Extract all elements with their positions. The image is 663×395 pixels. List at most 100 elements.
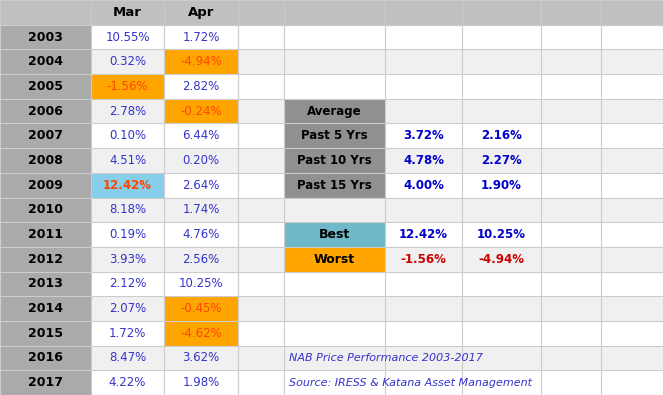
Bar [238, 49, 284, 74]
Text: -1.56%: -1.56% [107, 80, 149, 93]
Bar [91, 371, 164, 395]
Bar [541, 74, 601, 99]
Bar [91, 99, 164, 123]
Bar [238, 74, 284, 99]
Text: 2.16%: 2.16% [481, 129, 522, 142]
Bar [284, 173, 385, 198]
Bar [284, 49, 385, 74]
Text: 2017: 2017 [28, 376, 63, 389]
Bar [541, 49, 601, 74]
Text: 4.22%: 4.22% [109, 376, 146, 389]
Bar [462, 0, 541, 24]
Bar [541, 148, 601, 173]
Bar [601, 49, 663, 74]
Bar [601, 272, 663, 296]
Bar [0, 99, 91, 123]
Bar [541, 272, 601, 296]
Bar [541, 24, 601, 49]
Bar [0, 0, 238, 24]
Bar [238, 99, 284, 123]
Text: 3.62%: 3.62% [182, 352, 219, 365]
Bar [164, 346, 238, 371]
Text: 2.82%: 2.82% [182, 80, 219, 93]
Text: -0.45%: -0.45% [180, 302, 221, 315]
Bar [541, 222, 601, 247]
Bar [385, 24, 462, 49]
Bar [541, 123, 601, 148]
Bar [462, 247, 541, 272]
Bar [284, 247, 385, 272]
Bar [385, 148, 462, 173]
Bar [164, 198, 238, 222]
Bar [462, 222, 541, 247]
Bar [238, 346, 284, 371]
Bar [164, 247, 238, 272]
Bar [91, 346, 164, 371]
Text: Best: Best [319, 228, 350, 241]
Bar [541, 346, 601, 371]
Bar [601, 173, 663, 198]
Text: 2003: 2003 [28, 30, 63, 43]
Bar [284, 148, 385, 173]
Bar [601, 296, 663, 321]
Text: 10.55%: 10.55% [105, 30, 150, 43]
Text: -4.62%: -4.62% [180, 327, 222, 340]
Bar [164, 123, 238, 148]
Bar [91, 173, 164, 198]
Bar [284, 272, 385, 296]
Bar [284, 371, 385, 395]
Text: 1.98%: 1.98% [182, 376, 219, 389]
Bar [601, 99, 663, 123]
Bar [541, 296, 601, 321]
Text: 12.42%: 12.42% [399, 228, 448, 241]
Bar [462, 321, 541, 346]
Bar [284, 0, 385, 24]
Text: Past 10 Yrs: Past 10 Yrs [297, 154, 372, 167]
Text: 2009: 2009 [28, 179, 63, 192]
Text: Past 15 Yrs: Past 15 Yrs [297, 179, 372, 192]
Text: 10.25%: 10.25% [477, 228, 526, 241]
Text: Average: Average [307, 105, 362, 118]
Bar [541, 173, 601, 198]
Bar [601, 247, 663, 272]
Text: 2.78%: 2.78% [109, 105, 146, 118]
Text: 0.20%: 0.20% [182, 154, 219, 167]
Bar [0, 148, 91, 173]
Text: 1.74%: 1.74% [182, 203, 219, 216]
Bar [462, 173, 541, 198]
Bar [385, 247, 462, 272]
Text: 2.27%: 2.27% [481, 154, 522, 167]
Text: 3.72%: 3.72% [403, 129, 444, 142]
Bar [284, 123, 385, 148]
Bar [284, 74, 385, 99]
Text: -4.94%: -4.94% [479, 253, 524, 266]
Bar [541, 198, 601, 222]
Text: 2008: 2008 [28, 154, 63, 167]
Bar [0, 123, 91, 148]
Bar [284, 247, 385, 272]
Bar [0, 222, 91, 247]
Text: 10.25%: 10.25% [179, 277, 223, 290]
Bar [601, 346, 663, 371]
Bar [385, 222, 462, 247]
Bar [238, 247, 284, 272]
Text: 2015: 2015 [28, 327, 63, 340]
Bar [164, 296, 238, 321]
Text: 0.32%: 0.32% [109, 55, 146, 68]
Bar [91, 74, 164, 99]
Text: Past 5 Yrs: Past 5 Yrs [301, 129, 368, 142]
Bar [91, 123, 164, 148]
Bar [462, 24, 541, 49]
Bar [601, 74, 663, 99]
Text: Mar: Mar [113, 6, 142, 19]
Bar [462, 296, 541, 321]
Bar [91, 198, 164, 222]
Bar [164, 99, 238, 123]
Text: 12.42%: 12.42% [103, 179, 152, 192]
Bar [238, 123, 284, 148]
Bar [238, 371, 284, 395]
Bar [164, 321, 238, 346]
Bar [601, 198, 663, 222]
Bar [0, 346, 91, 371]
Bar [91, 49, 164, 74]
